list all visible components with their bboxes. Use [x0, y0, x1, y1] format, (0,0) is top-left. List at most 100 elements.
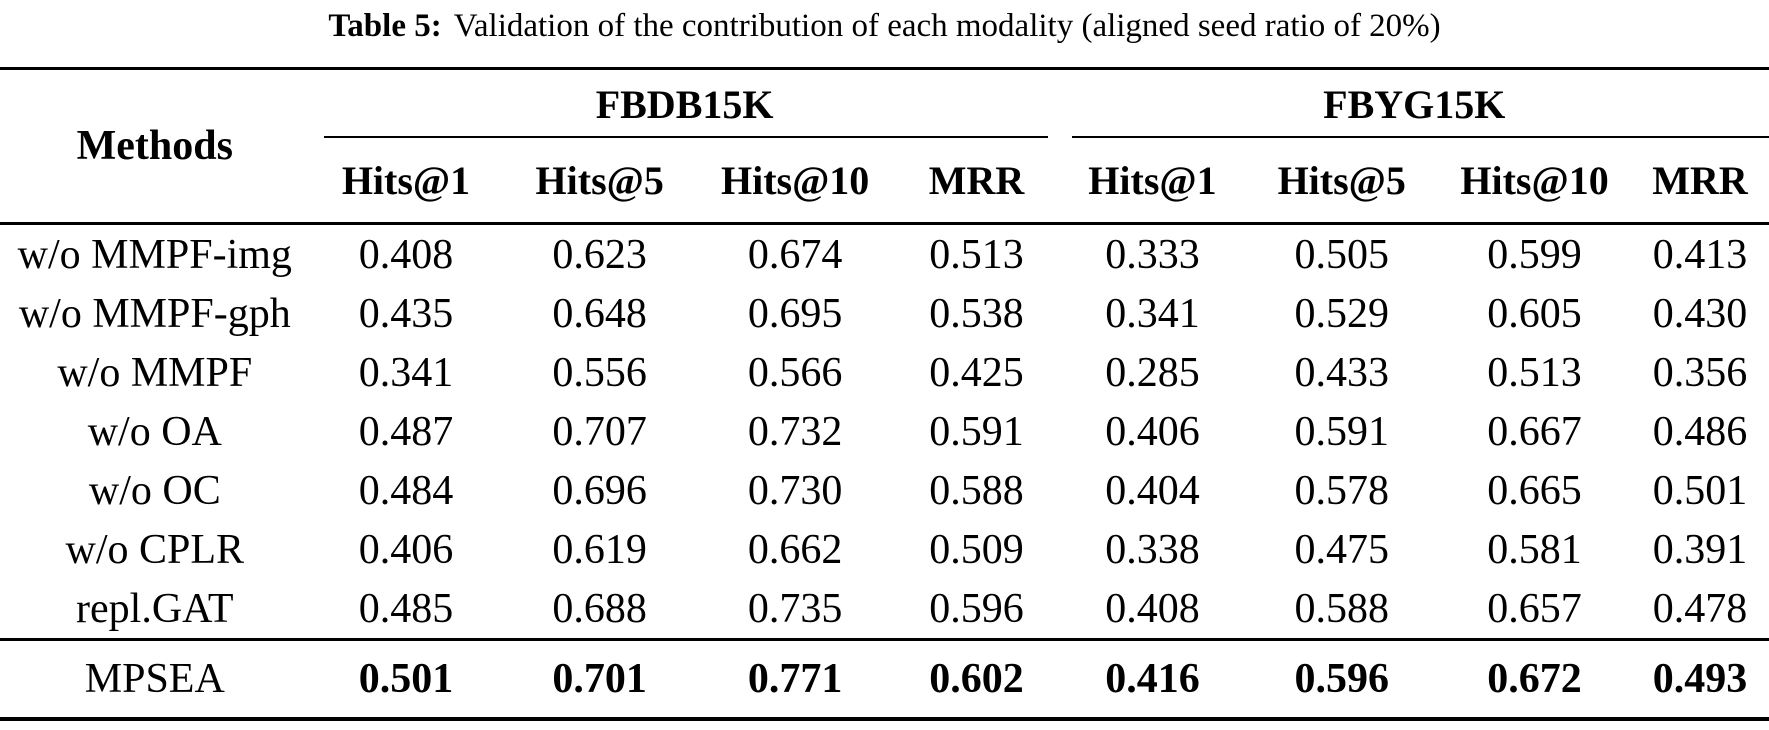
value-cell: 0.493 — [1630, 638, 1769, 719]
method-cell: MPSEA — [0, 638, 310, 719]
column-header-fbyg-mrr: MRR — [1630, 138, 1769, 225]
value-cell: 0.341 — [1105, 290, 1200, 337]
value-cell: 0.435 — [358, 290, 454, 337]
value-cell: 0.509 — [929, 526, 1024, 573]
value-cell: 0.406 — [1105, 408, 1200, 455]
value-cell: 0.433 — [1294, 349, 1389, 396]
value-cell: 0.672 — [1438, 638, 1631, 719]
table-caption: Table 5: Validation of the contribution o… — [0, 0, 1769, 67]
value-cell: 0.707 — [552, 408, 647, 455]
value-cell: 0.623 — [552, 231, 647, 278]
value-cell: 0.404 — [1105, 467, 1200, 514]
value-cell: 0.599 — [1487, 231, 1582, 278]
value-cell: 0.771 — [696, 638, 894, 719]
value-cell: 0.581 — [1487, 526, 1582, 573]
value-cell: 0.688 — [552, 585, 647, 632]
value-cell: 0.478 — [1652, 585, 1748, 632]
metric-header-row: Hits@1 Hits@5 Hits@10 MRR Hits@1 Hits@5 … — [0, 138, 1769, 225]
value-cell: 0.285 — [1105, 349, 1200, 396]
value-cell: 0.596 — [929, 585, 1024, 632]
group-header-fbyg15k: FBYG15K — [1060, 69, 1769, 139]
table-caption-text: Validation of the contribution of each m… — [453, 8, 1441, 44]
value-cell: 0.475 — [1294, 526, 1389, 573]
value-cell: 0.484 — [358, 467, 454, 514]
column-header-fbdb-hits1: Hits@1 — [309, 138, 503, 225]
method-cell: repl.GAT — [76, 585, 234, 632]
method-cell: w/o MMPF-gph — [18, 290, 291, 337]
method-cell: w/o MMPF — [57, 349, 253, 396]
value-cell: 0.413 — [1652, 231, 1748, 278]
value-cell: 0.513 — [929, 231, 1024, 278]
value-cell: 0.501 — [309, 638, 503, 719]
results-table: Methods FBDB15K FBYG15K Hits@1 Hits@5 Hi… — [0, 67, 1769, 721]
value-cell: 0.696 — [552, 467, 647, 514]
value-cell: 0.529 — [1294, 290, 1389, 337]
final-row-section: MPSEA 0.501 0.701 0.771 0.602 0.416 0.59… — [0, 638, 1769, 719]
value-cell: 0.665 — [1487, 467, 1582, 514]
column-header-fbdb-hits5: Hits@5 — [502, 138, 697, 225]
table-row: w/o CPLR 0.406 0.619 0.662 0.509 0.338 0… — [0, 520, 1769, 579]
column-header-fbdb-hits10: Hits@10 — [696, 138, 894, 225]
value-cell: 0.338 — [1105, 526, 1200, 573]
value-cell: 0.538 — [929, 290, 1024, 337]
value-cell: 0.416 — [1059, 638, 1246, 719]
value-cell: 0.406 — [358, 526, 454, 573]
value-cell: 0.695 — [747, 290, 843, 337]
value-cell: 0.578 — [1294, 467, 1389, 514]
value-cell: 0.701 — [502, 638, 697, 719]
table-row: w/o MMPF 0.341 0.556 0.566 0.425 0.285 0… — [0, 343, 1769, 402]
value-cell: 0.487 — [358, 408, 454, 455]
value-cell: 0.486 — [1652, 408, 1748, 455]
value-cell: 0.333 — [1105, 231, 1200, 278]
value-cell: 0.356 — [1652, 349, 1748, 396]
table-row: w/o MMPF-gph 0.435 0.648 0.695 0.538 0.3… — [0, 284, 1769, 343]
value-cell: 0.408 — [1105, 585, 1200, 632]
value-cell: 0.662 — [747, 526, 843, 573]
value-cell: 0.591 — [1294, 408, 1389, 455]
value-cell: 0.391 — [1652, 526, 1748, 573]
value-cell: 0.730 — [747, 467, 843, 514]
value-cell: 0.501 — [1652, 467, 1748, 514]
value-cell: 0.588 — [1294, 585, 1389, 632]
value-cell: 0.735 — [747, 585, 843, 632]
column-header-fbyg-hits1: Hits@1 — [1059, 138, 1246, 225]
table-row: w/o MMPF-img 0.408 0.623 0.674 0.513 0.3… — [0, 224, 1769, 285]
value-cell: 0.591 — [929, 408, 1024, 455]
value-cell: 0.505 — [1294, 231, 1389, 278]
column-header-fbdb-mrr: MRR — [893, 138, 1060, 225]
method-cell: w/o OC — [88, 467, 221, 514]
table-row: repl.GAT 0.485 0.688 0.735 0.596 0.408 0… — [0, 579, 1769, 640]
table-row: w/o OC 0.484 0.696 0.730 0.588 0.404 0.5… — [0, 461, 1769, 520]
value-cell: 0.513 — [1487, 349, 1582, 396]
group-header-row: Methods FBDB15K FBYG15K — [0, 68, 1769, 225]
table-row: w/o OA 0.487 0.707 0.732 0.591 0.406 0.5… — [0, 402, 1769, 461]
value-cell: 0.408 — [358, 231, 454, 278]
value-cell: 0.605 — [1487, 290, 1582, 337]
value-cell: 0.619 — [552, 526, 647, 573]
column-header-fbyg-hits10: Hits@10 — [1438, 138, 1631, 225]
group-header-fbdb15k: FBDB15K — [310, 69, 1060, 139]
value-cell: 0.674 — [747, 231, 843, 278]
method-cell: w/o MMPF-img — [17, 231, 292, 278]
value-cell: 0.657 — [1487, 585, 1582, 632]
value-cell: 0.588 — [929, 467, 1024, 514]
value-cell: 0.485 — [358, 585, 454, 632]
value-cell: 0.341 — [358, 349, 454, 396]
method-cell: w/o CPLR — [65, 526, 245, 573]
methods-column-header: Methods — [0, 68, 310, 225]
ablation-rows: w/o MMPF-img 0.408 0.623 0.674 0.513 0.3… — [0, 224, 1769, 640]
value-cell: 0.596 — [1245, 638, 1439, 719]
value-cell: 0.667 — [1487, 408, 1582, 455]
value-cell: 0.648 — [552, 290, 647, 337]
value-cell: 0.732 — [747, 408, 843, 455]
table-caption-label: Table 5: — [328, 8, 442, 44]
value-cell: 0.556 — [552, 349, 647, 396]
value-cell: 0.430 — [1652, 290, 1748, 337]
value-cell: 0.602 — [893, 638, 1060, 719]
method-cell: w/o OA — [87, 408, 222, 455]
column-header-fbyg-hits5: Hits@5 — [1245, 138, 1439, 225]
table-row: MPSEA 0.501 0.701 0.771 0.602 0.416 0.59… — [0, 638, 1769, 719]
value-cell: 0.566 — [747, 349, 843, 396]
value-cell: 0.425 — [929, 349, 1024, 396]
